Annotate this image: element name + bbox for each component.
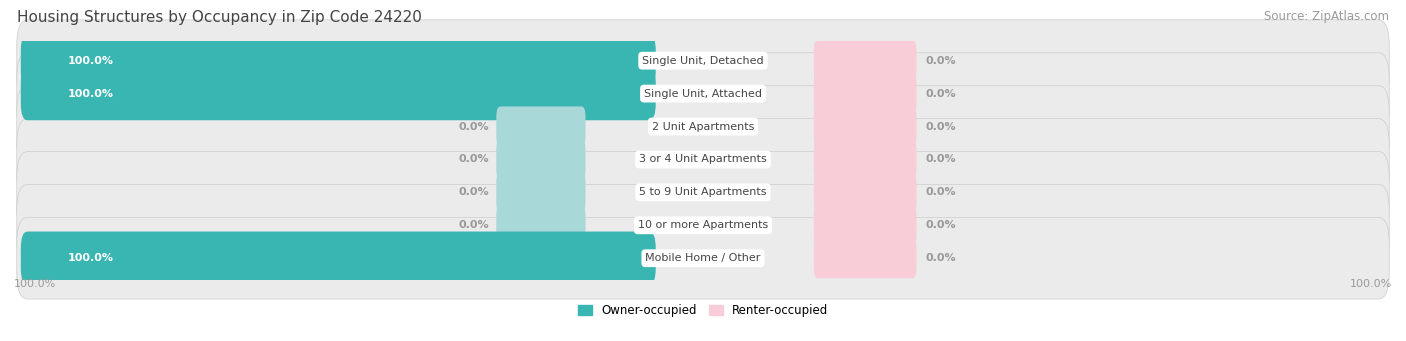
Text: 0.0%: 0.0%: [458, 154, 489, 164]
Text: 0.0%: 0.0%: [927, 154, 956, 164]
Text: 100.0%: 100.0%: [67, 253, 114, 263]
FancyBboxPatch shape: [17, 119, 1389, 200]
Text: 0.0%: 0.0%: [458, 121, 489, 132]
Text: 0.0%: 0.0%: [927, 187, 956, 197]
Text: Housing Structures by Occupancy in Zip Code 24220: Housing Structures by Occupancy in Zip C…: [17, 10, 422, 25]
Text: 5 to 9 Unit Apartments: 5 to 9 Unit Apartments: [640, 187, 766, 197]
Text: 0.0%: 0.0%: [927, 121, 956, 132]
FancyBboxPatch shape: [814, 205, 917, 246]
FancyBboxPatch shape: [814, 139, 917, 179]
FancyBboxPatch shape: [17, 151, 1389, 233]
Text: 0.0%: 0.0%: [927, 220, 956, 230]
FancyBboxPatch shape: [814, 41, 917, 81]
FancyBboxPatch shape: [496, 205, 585, 246]
FancyBboxPatch shape: [814, 106, 917, 147]
Text: 3 or 4 Unit Apartments: 3 or 4 Unit Apartments: [640, 154, 766, 164]
FancyBboxPatch shape: [17, 184, 1389, 266]
Text: Single Unit, Detached: Single Unit, Detached: [643, 56, 763, 66]
Text: 100.0%: 100.0%: [14, 279, 56, 288]
Text: 10 or more Apartments: 10 or more Apartments: [638, 220, 768, 230]
FancyBboxPatch shape: [814, 172, 917, 212]
FancyBboxPatch shape: [21, 34, 655, 87]
FancyBboxPatch shape: [496, 139, 585, 179]
FancyBboxPatch shape: [21, 67, 655, 120]
FancyBboxPatch shape: [496, 106, 585, 147]
FancyBboxPatch shape: [814, 238, 917, 278]
FancyBboxPatch shape: [17, 53, 1389, 134]
Legend: Owner-occupied, Renter-occupied: Owner-occupied, Renter-occupied: [578, 304, 828, 317]
Text: Source: ZipAtlas.com: Source: ZipAtlas.com: [1264, 10, 1389, 23]
Text: 0.0%: 0.0%: [927, 253, 956, 263]
Text: Mobile Home / Other: Mobile Home / Other: [645, 253, 761, 263]
Text: 100.0%: 100.0%: [67, 89, 114, 99]
FancyBboxPatch shape: [21, 232, 655, 285]
FancyBboxPatch shape: [17, 218, 1389, 299]
Text: 100.0%: 100.0%: [1350, 279, 1392, 288]
FancyBboxPatch shape: [17, 20, 1389, 102]
Text: 2 Unit Apartments: 2 Unit Apartments: [652, 121, 754, 132]
FancyBboxPatch shape: [496, 172, 585, 212]
Text: 100.0%: 100.0%: [67, 56, 114, 66]
Text: 0.0%: 0.0%: [458, 187, 489, 197]
Text: 0.0%: 0.0%: [458, 220, 489, 230]
Text: 0.0%: 0.0%: [927, 56, 956, 66]
Text: 0.0%: 0.0%: [927, 89, 956, 99]
FancyBboxPatch shape: [814, 74, 917, 114]
FancyBboxPatch shape: [17, 86, 1389, 167]
Text: Single Unit, Attached: Single Unit, Attached: [644, 89, 762, 99]
